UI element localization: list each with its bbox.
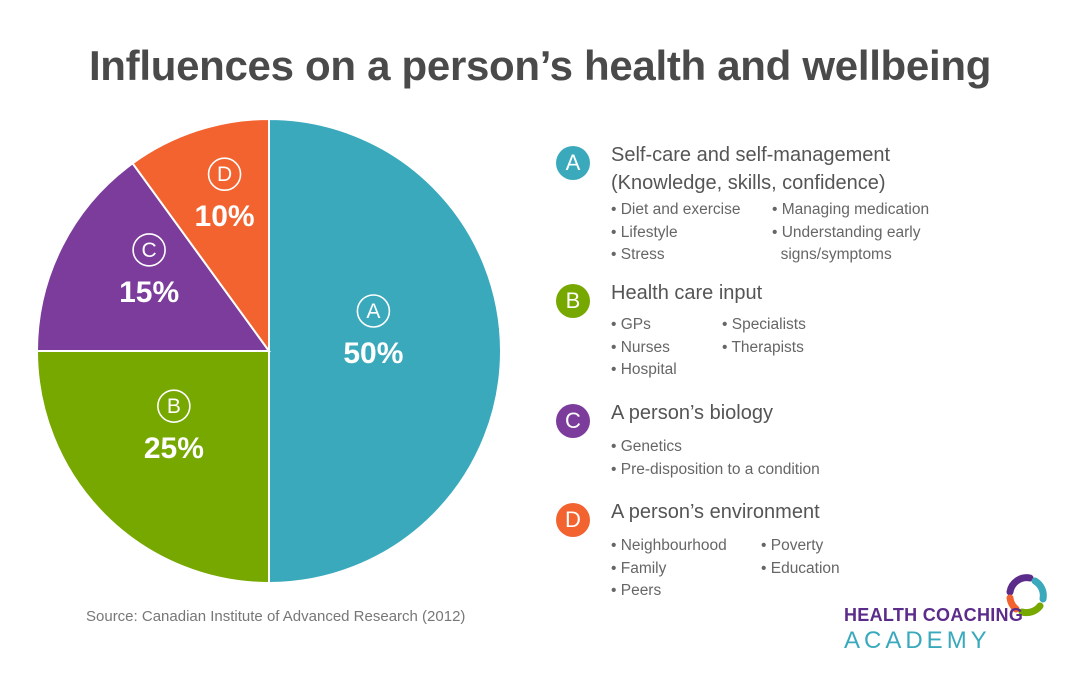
bullet-item: • Hospital bbox=[611, 361, 677, 378]
pie-letter-label: D bbox=[217, 163, 232, 186]
legend-title-line: A person’s biology bbox=[611, 402, 773, 424]
bullet-item: • Stress bbox=[611, 246, 665, 263]
logo-text-line2: ACADEMY bbox=[844, 627, 991, 654]
pie-label-group-d: D 10% bbox=[195, 157, 255, 233]
pie-percent-label: 10% bbox=[195, 200, 255, 233]
legend-title-d: A person’s environment bbox=[611, 498, 991, 526]
bullet-item: • Specialists bbox=[722, 316, 806, 333]
pie-slice-a bbox=[268, 117, 502, 585]
bullet-item: • Neighbourhood bbox=[611, 537, 727, 554]
bullet-column: • Specialists • Therapists bbox=[722, 314, 806, 359]
pie-percent-label: 25% bbox=[144, 432, 204, 465]
pie-letter-label: A bbox=[366, 300, 380, 323]
legend-badge-b: B bbox=[556, 284, 590, 318]
pie-letter-circle bbox=[157, 389, 191, 423]
bullet-item: • Genetics bbox=[611, 438, 682, 455]
pie-slice-c bbox=[35, 161, 271, 352]
logo-arc-orange bbox=[1006, 594, 1020, 613]
pie-letter-circle bbox=[356, 294, 391, 328]
legend-title-line: Self-care and self-management bbox=[611, 144, 891, 166]
pie-letter-label: B bbox=[167, 395, 181, 418]
pie-letter-circle bbox=[132, 233, 166, 267]
pie-chart: A 50% B 25% C 15% D 10% bbox=[35, 117, 502, 585]
pie-percent-label: 50% bbox=[343, 337, 403, 370]
logo-arc-green bbox=[1018, 602, 1044, 617]
legend-title-c: A person’s biology bbox=[611, 399, 991, 427]
pie-letter-circle bbox=[207, 157, 242, 192]
bullet-item: • Managing medication bbox=[772, 201, 930, 218]
bullet-column: • Diet and exercise • Lifestyle • Stress bbox=[611, 199, 741, 267]
legend-title-line: (Knowledge, skills, confidence) bbox=[611, 172, 886, 194]
bullet-item: signs/symptoms bbox=[772, 246, 892, 263]
pie-slice-b bbox=[35, 350, 270, 585]
legend-badge-d: D bbox=[556, 503, 590, 537]
pie-percent-label: 15% bbox=[119, 276, 179, 309]
legend-title-line: A person’s environment bbox=[611, 501, 820, 523]
chart-title: Influences on a person’s health and well… bbox=[88, 42, 992, 89]
pie-label-group-c: C 15% bbox=[119, 233, 179, 309]
bullet-column: • Genetics • Pre-disposition to a condit… bbox=[611, 436, 820, 481]
logo-text-line1: HEALTH COACHING bbox=[844, 605, 1024, 625]
logo-arc-teal bbox=[1031, 577, 1047, 603]
legend-badge-a: A bbox=[556, 146, 590, 180]
bullet-item: • Understanding early bbox=[772, 223, 921, 241]
pie-label-group-b: B 25% bbox=[144, 389, 204, 465]
pie-label-group-a: A 50% bbox=[343, 294, 403, 370]
bullet-item: • Peers bbox=[611, 582, 662, 599]
pie-letter-label: C bbox=[142, 239, 157, 262]
legend-title-a: Self-care and self-management (Knowledge… bbox=[611, 141, 991, 197]
bullet-item: • Therapists bbox=[722, 338, 804, 356]
bullet-item: • Poverty bbox=[761, 537, 824, 554]
logo-mark-icon bbox=[1006, 574, 1047, 617]
bullet-item: • Education bbox=[761, 559, 840, 577]
bullet-column: • Poverty • Education bbox=[761, 535, 840, 580]
bullet-item: • Lifestyle bbox=[611, 223, 678, 241]
pie-slice-d bbox=[131, 117, 270, 355]
bullet-item: • Family bbox=[611, 559, 667, 577]
source-note: Source: Canadian Institute of Advanced R… bbox=[86, 608, 466, 625]
bullet-column: • Managing medication • Understanding ea… bbox=[772, 199, 929, 267]
bullet-item: • Pre-disposition to a condition bbox=[611, 460, 820, 478]
legend-title-line: Health care input bbox=[611, 282, 763, 304]
legend-title-b: Health care input bbox=[611, 279, 991, 307]
bullet-item: • Nurses bbox=[611, 338, 670, 356]
bullet-item: • GPs bbox=[611, 316, 651, 333]
logo-arc-purple bbox=[1006, 574, 1034, 596]
bullet-item: • Diet and exercise bbox=[611, 201, 741, 218]
bullet-column: • Neighbourhood • Family • Peers bbox=[611, 535, 727, 603]
bullet-column: • GPs • Nurses • Hospital bbox=[611, 314, 677, 382]
legend-badge-c: C bbox=[556, 404, 590, 438]
